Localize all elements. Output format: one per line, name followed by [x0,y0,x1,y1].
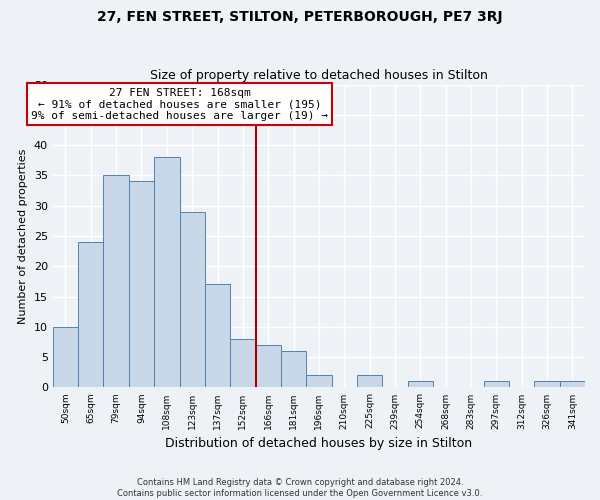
Bar [357,376,382,388]
Bar [560,382,585,388]
Title: Size of property relative to detached houses in Stilton: Size of property relative to detached ho… [150,69,488,82]
Bar [306,376,332,388]
Bar [205,284,230,388]
Bar [535,382,560,388]
Bar [230,339,256,388]
Text: 27 FEN STREET: 168sqm
← 91% of detached houses are smaller (195)
9% of semi-deta: 27 FEN STREET: 168sqm ← 91% of detached … [31,88,328,121]
Bar [129,182,154,388]
Bar [154,157,179,388]
Bar [484,382,509,388]
Y-axis label: Number of detached properties: Number of detached properties [18,148,28,324]
Bar [78,242,103,388]
X-axis label: Distribution of detached houses by size in Stilton: Distribution of detached houses by size … [166,437,472,450]
Bar [103,176,129,388]
Bar [407,382,433,388]
Text: 27, FEN STREET, STILTON, PETERBOROUGH, PE7 3RJ: 27, FEN STREET, STILTON, PETERBOROUGH, P… [97,10,503,24]
Bar [281,351,306,388]
Bar [179,212,205,388]
Bar [53,327,78,388]
Text: Contains HM Land Registry data © Crown copyright and database right 2024.
Contai: Contains HM Land Registry data © Crown c… [118,478,482,498]
Bar [256,345,281,388]
